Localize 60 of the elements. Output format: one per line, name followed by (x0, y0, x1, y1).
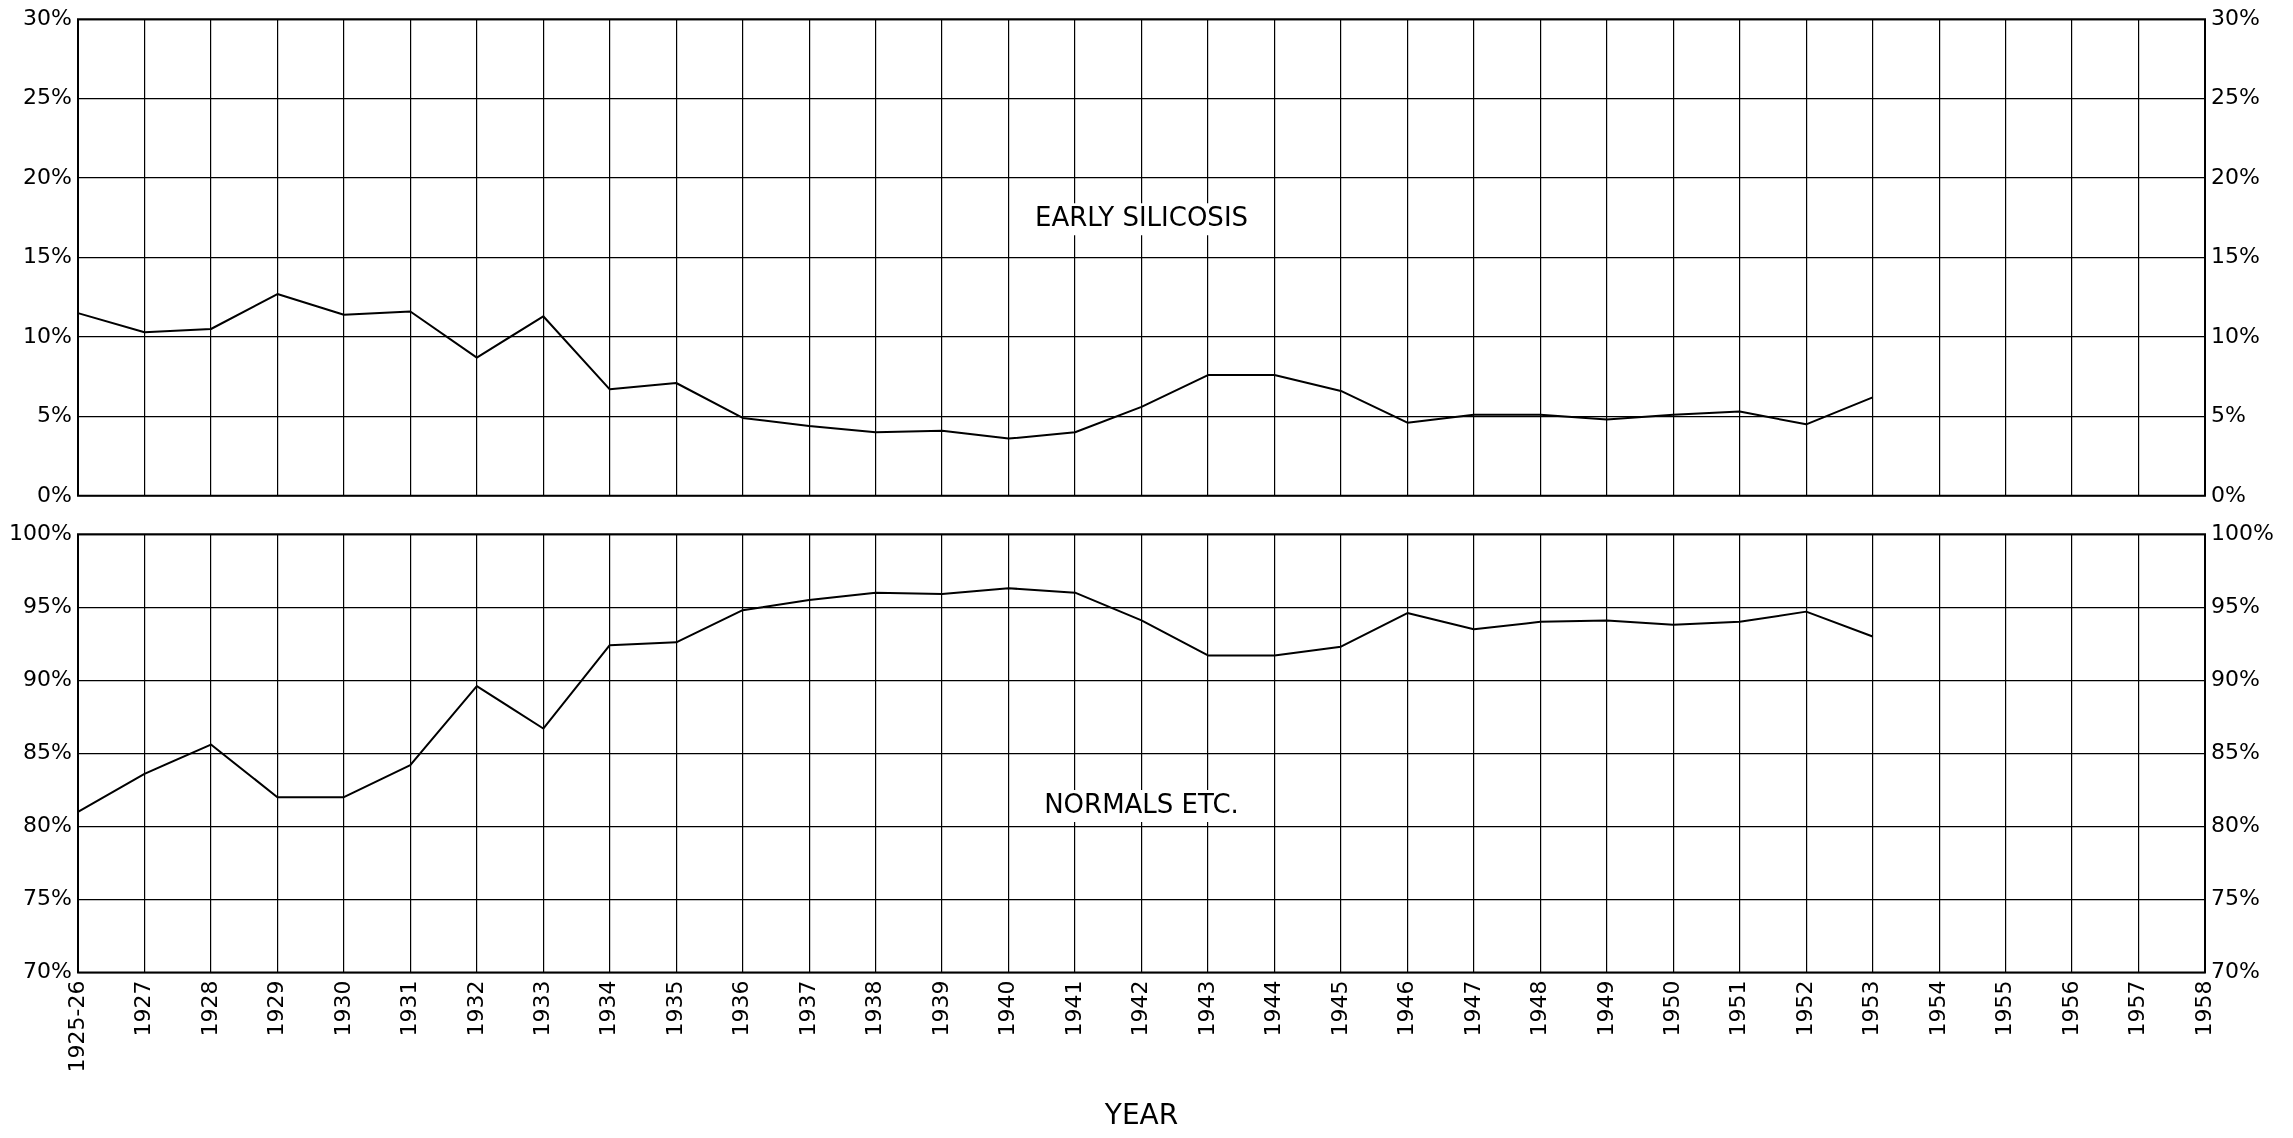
x-tick-label: 1954 (1924, 980, 1950, 1037)
x-tick-label: 1927 (130, 980, 156, 1037)
x-tick-label: 1951 (1725, 980, 1751, 1037)
y-tick-label: 75% (23, 885, 72, 911)
x-tick-label: 1948 (1526, 980, 1552, 1037)
y-tick-label: 15% (23, 243, 72, 269)
x-tick-label: 1932 (462, 980, 488, 1037)
x-tick-label: 1942 (1127, 980, 1153, 1037)
y2-tick-label: 95% (2211, 592, 2260, 618)
x-tick-label: 1955 (1991, 980, 2017, 1037)
x-tick-label: 1952 (1791, 980, 1817, 1037)
x-tick-label: 1935 (661, 980, 687, 1037)
x-tick-label: 1933 (529, 980, 554, 1037)
x-tick-label: 1957 (2124, 980, 2150, 1037)
y2-tick-label: 15% (2211, 243, 2260, 269)
x-tick-label: 1931 (396, 980, 422, 1037)
y-tick-label: 20% (23, 163, 72, 189)
x-tick-label: 1953 (1858, 980, 1884, 1037)
x-tick-label: 1947 (1459, 980, 1485, 1037)
y-tick-label: 5% (37, 402, 72, 428)
x-tick-label: 1930 (329, 980, 355, 1037)
x-tick-label: 1946 (1393, 980, 1419, 1037)
y2-tick-label: 100% (2211, 519, 2274, 545)
x-tick-label: 1940 (994, 980, 1020, 1037)
y2-tick-label: 0% (2211, 481, 2246, 507)
y2-tick-label: 90% (2211, 666, 2260, 692)
x-tick-label: 1941 (1060, 980, 1086, 1037)
y-tick-label: 85% (23, 739, 72, 765)
y-tick-label: 90% (23, 666, 72, 692)
text: EARLY SILICOSIS (1034, 202, 1249, 233)
y-tick-label: 80% (23, 812, 72, 838)
y2-tick-label: 30% (2211, 4, 2260, 30)
x-tick-label: 1936 (728, 980, 754, 1037)
text: NORMALS ETC. (1044, 788, 1239, 819)
y2-tick-label: 20% (2211, 163, 2260, 189)
x-tick-label: 1943 (1193, 980, 1219, 1037)
x-tick-label: 1945 (1326, 980, 1352, 1037)
y-tick-label: 0% (37, 481, 72, 507)
y2-tick-label: 5% (2211, 402, 2246, 428)
y-tick-label: 30% (23, 4, 72, 30)
x-tick-label: 1938 (861, 980, 887, 1037)
y2-tick-label: 10% (2211, 322, 2260, 348)
x-tick-label: 1950 (1658, 980, 1684, 1037)
x-tick-label: 1937 (794, 980, 820, 1037)
x-tick-label: 1929 (263, 980, 289, 1037)
x-tick-label: 1928 (196, 980, 222, 1037)
x-tick-label: 1956 (2057, 980, 2083, 1037)
x-tick-label: 1939 (927, 980, 953, 1037)
y2-tick-label: 25% (2211, 84, 2260, 110)
y2-tick-label: 85% (2211, 739, 2260, 765)
y2-tick-label: 80% (2211, 812, 2260, 838)
y2-tick-label: 75% (2211, 885, 2260, 911)
y-tick-label: 10% (23, 322, 72, 348)
y-tick-label: 95% (23, 592, 72, 618)
y-tick-label: 25% (23, 84, 72, 110)
x-tick-label: 1934 (595, 980, 621, 1037)
x-axis-title: YEAR (1103, 1098, 1179, 1132)
x-tick-label: 1949 (1592, 980, 1618, 1037)
x-tick-label: 1944 (1260, 980, 1286, 1037)
y-tick-label: 100% (9, 519, 72, 545)
